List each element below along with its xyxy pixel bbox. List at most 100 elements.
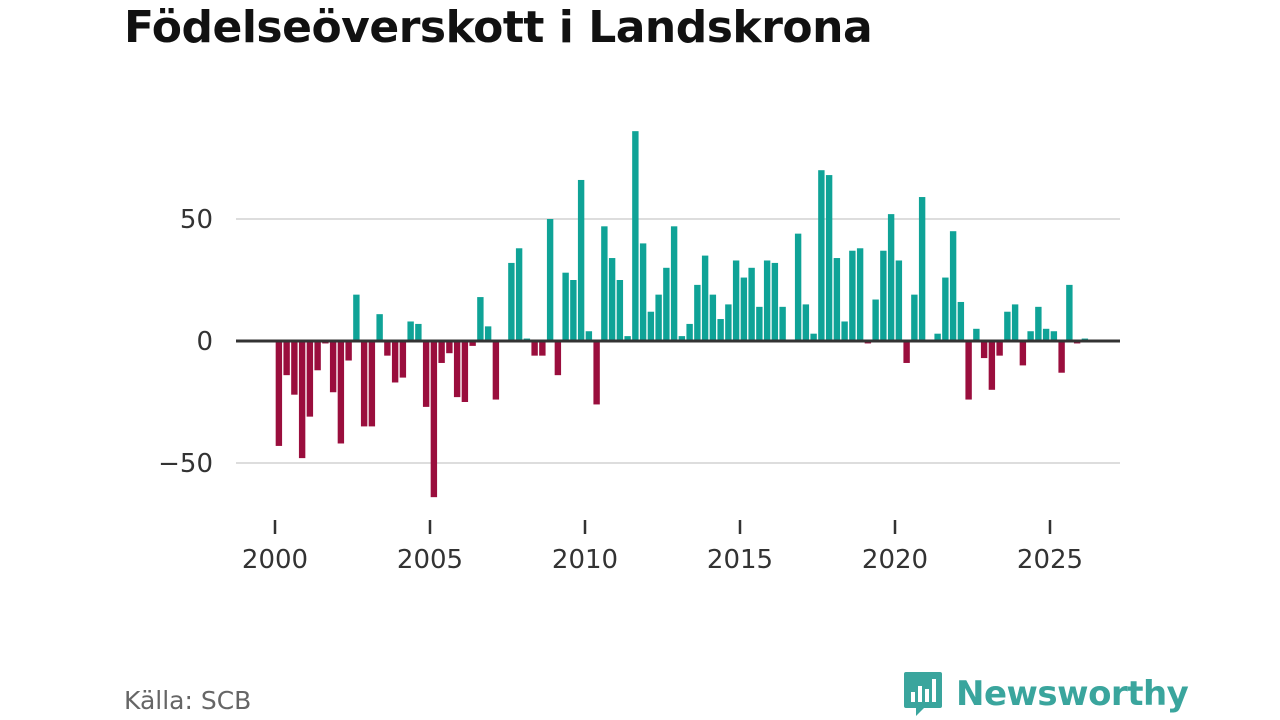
bar bbox=[632, 131, 639, 341]
bar bbox=[825, 175, 833, 341]
bar bbox=[949, 231, 957, 341]
bar bbox=[407, 321, 414, 341]
bar bbox=[353, 294, 360, 341]
bar bbox=[593, 341, 600, 405]
bar bbox=[841, 321, 848, 341]
bar bbox=[438, 341, 445, 363]
axes: −50 0 50 2000 2005 2010 2015 2020 2025 bbox=[158, 205, 1120, 575]
bar bbox=[655, 294, 662, 341]
bar bbox=[415, 323, 422, 341]
bar bbox=[570, 280, 577, 341]
bar bbox=[399, 341, 407, 378]
bar bbox=[291, 341, 298, 395]
bar bbox=[934, 333, 941, 341]
bar bbox=[384, 341, 391, 356]
bar bbox=[709, 294, 717, 341]
bar bbox=[942, 277, 949, 341]
bar bbox=[872, 299, 879, 341]
bar bbox=[756, 306, 763, 341]
bar bbox=[391, 341, 399, 383]
bar bbox=[678, 336, 686, 341]
newsworthy-logo[interactable]: Newsworthy bbox=[902, 670, 1189, 718]
bar bbox=[1042, 328, 1050, 341]
bar bbox=[554, 341, 562, 376]
bar bbox=[1019, 341, 1027, 366]
x-tick-label: 2005 bbox=[397, 545, 463, 575]
bar bbox=[1004, 311, 1011, 341]
x-tick-label: 2020 bbox=[862, 545, 928, 575]
bar bbox=[725, 304, 732, 341]
bar bbox=[903, 341, 910, 363]
bar bbox=[585, 331, 593, 341]
bar bbox=[686, 323, 693, 341]
bar bbox=[368, 341, 376, 427]
bar bbox=[1066, 284, 1073, 341]
y-tick-label: 50 bbox=[180, 205, 213, 235]
bar bbox=[763, 260, 771, 341]
bar bbox=[515, 248, 523, 341]
bar bbox=[996, 341, 1003, 356]
bar bbox=[601, 226, 608, 341]
x-tick-label: 2010 bbox=[552, 545, 618, 575]
bar bbox=[360, 341, 368, 427]
bar bbox=[422, 341, 430, 407]
bar bbox=[833, 258, 841, 341]
bar bbox=[911, 294, 918, 341]
bar bbox=[1058, 341, 1065, 373]
x-tick-label: 2015 bbox=[707, 545, 773, 575]
x-tick-label: 2000 bbox=[242, 545, 308, 575]
bar bbox=[639, 243, 647, 341]
bar bbox=[469, 341, 476, 346]
bar bbox=[965, 341, 972, 400]
bar bbox=[577, 179, 585, 341]
y-tick-label: −50 bbox=[158, 449, 213, 479]
bar bbox=[647, 311, 655, 341]
bar bbox=[624, 336, 631, 341]
bar bbox=[717, 319, 724, 341]
bar bbox=[345, 341, 352, 361]
bar bbox=[802, 304, 810, 341]
bar bbox=[670, 226, 678, 341]
bar bbox=[477, 297, 484, 341]
bar bbox=[1027, 331, 1034, 341]
bar bbox=[446, 341, 453, 354]
bar bbox=[453, 341, 461, 398]
bar bbox=[484, 326, 492, 341]
bar bbox=[376, 314, 383, 341]
bar bbox=[508, 262, 515, 341]
bar bbox=[694, 284, 701, 341]
chart-title: Födelseöverskott i Landskrona bbox=[124, 2, 873, 53]
bar bbox=[663, 267, 670, 341]
bar bbox=[1050, 331, 1058, 341]
bar bbox=[701, 255, 709, 341]
bar bbox=[732, 260, 740, 341]
bar bbox=[539, 341, 546, 356]
bar bbox=[337, 341, 345, 444]
bar bbox=[531, 341, 538, 356]
bar bbox=[298, 341, 306, 459]
y-tick-label: 0 bbox=[196, 327, 213, 357]
bar bbox=[275, 341, 283, 446]
bar bbox=[1035, 306, 1042, 341]
bar bbox=[779, 306, 786, 341]
newsworthy-logo-text: Newsworthy bbox=[956, 674, 1189, 714]
bar bbox=[918, 197, 926, 341]
bar bbox=[740, 277, 748, 341]
bar bbox=[957, 301, 965, 341]
bar bbox=[329, 341, 337, 393]
bar bbox=[562, 272, 569, 341]
bar bbox=[980, 341, 988, 359]
bar bbox=[283, 341, 290, 376]
bar bbox=[849, 250, 856, 341]
bar bbox=[430, 341, 438, 498]
bar bbox=[546, 219, 554, 341]
bar bbox=[856, 248, 864, 341]
bar bbox=[794, 233, 802, 341]
bar bbox=[880, 250, 887, 341]
bar bbox=[1011, 304, 1019, 341]
bar bbox=[492, 341, 500, 400]
bar bbox=[461, 341, 469, 402]
bar bbox=[306, 341, 314, 417]
bar bbox=[973, 328, 980, 341]
